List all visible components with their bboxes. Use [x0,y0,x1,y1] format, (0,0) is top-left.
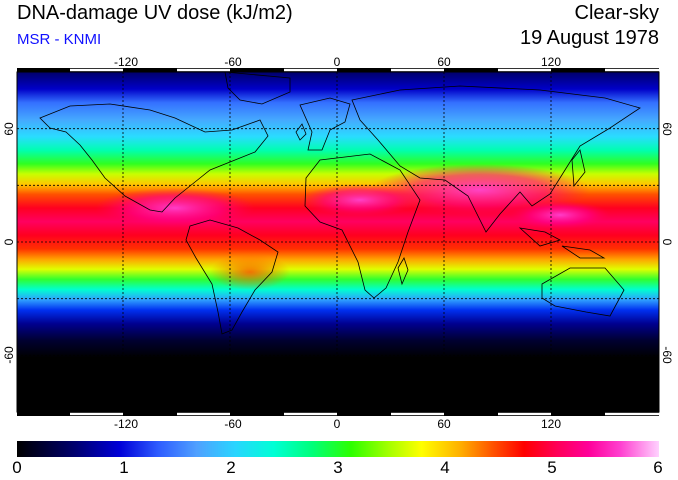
colorbar-tick-label: 0 [12,458,22,477]
lon-tick-label-bottom: 120 [541,417,561,431]
uv-hotspot [210,254,290,290]
lon-tick-label-top: 0 [334,55,341,69]
lat-tick-label-left: -60 [2,346,16,364]
graticule [17,72,659,412]
sky-condition-label: Clear-sky [574,2,659,24]
colorbar-tick-label: 4 [440,458,450,477]
colorbar-tick-label: 3 [333,458,343,477]
color-scale-bar [17,441,659,457]
source-label: MSR - KNMI [17,31,102,48]
map-title: DNA-damage UV dose (kJ/m2) [17,2,293,24]
lat-tick-label-left: 60 [2,122,16,136]
colorbar-tick-label: 1 [119,458,129,477]
colorbar-tick-label: 2 [226,458,236,477]
lon-tick-label-bottom: 60 [437,417,451,431]
lat-tick-label-right: 0 [660,239,674,246]
lon-tick-label-bottom: 0 [334,417,341,431]
lon-tick-label-bottom: -120 [114,417,138,431]
lat-tick-label-right: 60 [660,122,674,136]
uv-hotspot [95,188,255,228]
lon-tick-label-top: -60 [224,55,242,69]
lon-tick-label-top: 60 [437,55,451,69]
date-label: 19 August 1978 [519,27,659,49]
uv-hotspot [300,184,420,216]
uv-dose-map: -120 -60 0 60 120 -120 -60 0 60 120 60 0… [2,55,674,431]
lat-tick-label-left: 0 [2,238,16,245]
lat-tick-label-right: -60 [660,346,674,364]
colorbar-tick-label: 6 [653,458,663,477]
colorbar-tick-label: 5 [547,458,557,477]
lon-tick-label-top: 120 [541,55,561,69]
uv-hotspot [510,201,610,229]
map-frame [16,68,660,416]
lon-tick-label-top: -120 [114,55,138,69]
coastlines [39,72,641,335]
lon-tick-label-bottom: -60 [224,417,242,431]
